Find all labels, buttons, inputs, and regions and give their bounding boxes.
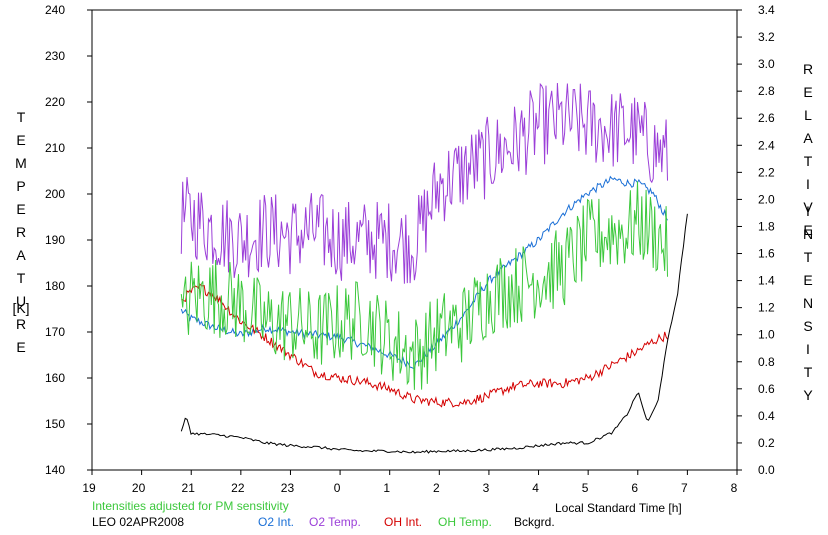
legend-item: O2 Temp.	[309, 515, 361, 529]
axis-label-letter: N	[802, 226, 814, 242]
axis-label-letter: A	[803, 130, 813, 146]
x-tick-label: 20	[132, 481, 146, 495]
axis-label-letter: E	[803, 222, 813, 238]
right-tick-label: 0.0	[758, 463, 775, 477]
right-tick-label: 2.2	[758, 165, 775, 179]
legend-item: Bckgrd.	[514, 515, 555, 529]
right-tick-label: 2.4	[758, 138, 775, 152]
left-tick-label: 240	[45, 3, 65, 17]
x-tick-label: 0	[334, 481, 341, 495]
left-tick-label: 160	[45, 371, 65, 385]
left-axis-unit: [K]	[12, 300, 30, 316]
axis-label-letter: A	[16, 247, 26, 263]
axis-label-letter: T	[16, 109, 26, 125]
left-tick-label: 190	[45, 233, 65, 247]
right-tick-label: 0.6	[758, 382, 775, 396]
axis-label-letter: E	[16, 201, 26, 217]
right-tick-label: 1.6	[758, 247, 775, 261]
axis-label-letter: V	[803, 199, 813, 215]
left-tick-label: 140	[45, 463, 65, 477]
x-tick-label: 5	[582, 481, 589, 495]
legend-item: OH Int.	[384, 515, 423, 529]
right-tick-label: 0.8	[758, 355, 775, 369]
x-tick-label: 23	[281, 481, 295, 495]
axis-label-letter: R	[802, 61, 814, 77]
axis-label-letter: R	[15, 224, 27, 240]
legend-item: O2 Int.	[258, 515, 295, 529]
left-tick-label: 220	[45, 95, 65, 109]
right-tick-label: 0.4	[758, 409, 775, 423]
right-tick-label: 2.8	[758, 84, 775, 98]
right-tick-label: 1.2	[758, 301, 775, 315]
left-tick-label: 180	[45, 279, 65, 293]
right-tick-label: 1.0	[758, 328, 775, 342]
axis-label-letter: E	[803, 84, 813, 100]
right-tick-label: 2.0	[758, 192, 775, 206]
axis-label-letter: E	[803, 272, 813, 288]
x-tick-label: 22	[231, 481, 245, 495]
axis-label-letter: U	[15, 293, 27, 309]
right-tick-label: 0.2	[758, 436, 775, 450]
series-line-oh-temp	[180, 181, 668, 390]
note-text: Intensities adjusted for PM sensitivity	[92, 499, 289, 513]
axis-label-letter: E	[16, 339, 26, 355]
station-label: LEO 02APR2008	[92, 515, 185, 529]
axis-label-letter: I	[806, 176, 810, 192]
axis-label-letter: E	[16, 132, 26, 148]
left-tick-label: 230	[45, 49, 65, 63]
axis-label-letter: T	[803, 153, 813, 169]
right-tick-label: 3.2	[758, 30, 775, 44]
x-tick-label: 6	[631, 481, 638, 495]
right-tick-label: 1.4	[758, 274, 775, 288]
x-axis-label: Local Standard Time [h]	[555, 501, 682, 515]
right-tick-label: 1.8	[758, 219, 775, 233]
left-tick-label: 210	[45, 141, 65, 155]
left-tick-label: 200	[45, 187, 65, 201]
axis-label-letter: I	[806, 341, 810, 357]
axis-label-letter: L	[804, 107, 812, 123]
right-tick-label: 2.6	[758, 111, 775, 125]
right-tick-label: 3.0	[758, 57, 775, 71]
x-tick-label: 19	[82, 481, 96, 495]
axis-label-letter: P	[16, 178, 26, 194]
axis-label-letter: M	[15, 155, 27, 171]
x-tick-label: 4	[532, 481, 539, 495]
axis-label-letter: I	[806, 203, 810, 219]
axis-label-letter: S	[803, 318, 813, 334]
legend-item: OH Temp.	[438, 515, 492, 529]
series-line-o2-temp	[180, 82, 668, 284]
axis-label-letter: T	[16, 270, 26, 286]
x-tick-label: 2	[433, 481, 440, 495]
left-tick-label: 170	[45, 325, 65, 339]
axis-label-letter: T	[803, 249, 813, 265]
axis-label-letter: T	[803, 364, 813, 380]
x-tick-label: 8	[731, 481, 738, 495]
x-tick-label: 3	[483, 481, 490, 495]
axis-label-letter: R	[15, 316, 27, 332]
x-tick-label: 21	[182, 481, 196, 495]
right-tick-label: 3.4	[758, 3, 775, 17]
x-tick-label: 1	[383, 481, 390, 495]
series-line-bckgrd	[180, 213, 688, 454]
axis-label-letter: N	[802, 295, 814, 311]
left-tick-label: 150	[45, 417, 65, 431]
axis-label-letter: Y	[803, 387, 813, 403]
x-tick-label: 7	[681, 481, 688, 495]
series-line-oh-int	[181, 283, 668, 408]
